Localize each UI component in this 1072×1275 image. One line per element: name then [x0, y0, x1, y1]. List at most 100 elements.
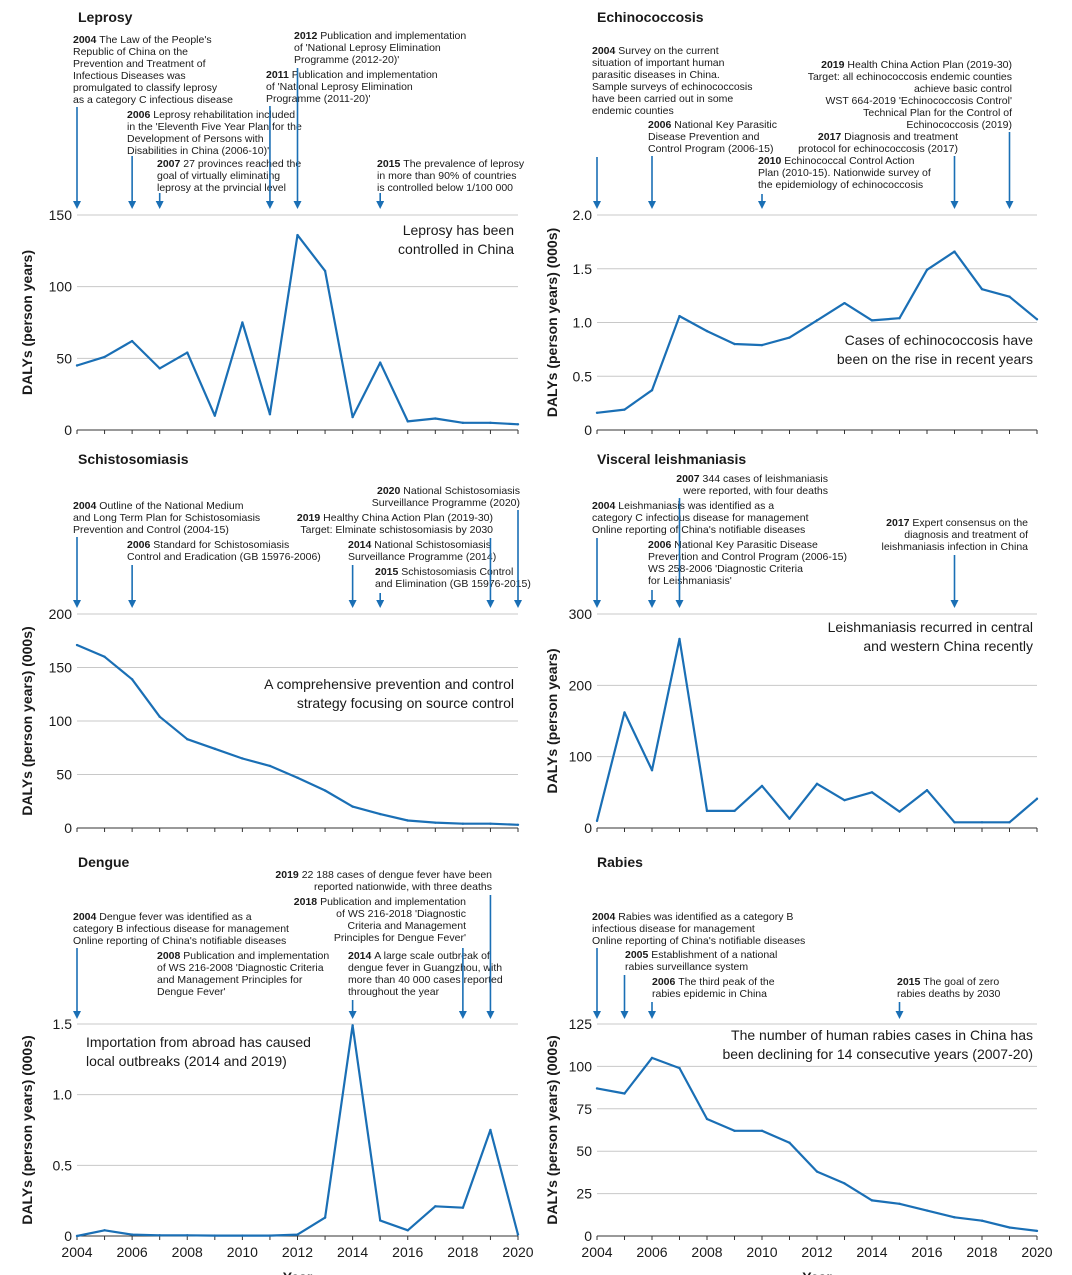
event-text: WS 258-2006 'Diagnostic Criteria	[648, 563, 803, 575]
data-point	[241, 757, 244, 760]
event-text: infectious disease for management	[592, 923, 755, 935]
event-text: Online reporting of China's notifiable d…	[592, 524, 805, 536]
data-point	[434, 417, 437, 420]
data-point	[406, 1229, 409, 1232]
data-point	[788, 817, 791, 820]
data-point	[461, 1206, 465, 1209]
x-tick-label: 2008	[172, 1244, 203, 1260]
chart-title: Rabies	[597, 854, 643, 870]
data-point	[75, 364, 79, 367]
y-axis-label: DALYs (person years) (000s)	[19, 1035, 35, 1224]
event-text: 2006 National Key Parasitic Disease	[648, 539, 818, 551]
x-tick-label: 2020	[502, 1244, 533, 1260]
y-tick-label: 2.0	[573, 207, 593, 223]
data-point	[103, 655, 106, 658]
x-tick-label: 2006	[117, 1244, 148, 1260]
x-tick-label: 2004	[581, 1244, 612, 1260]
event-text: 2019 Healthy China Action Plan (2019-30)	[297, 512, 493, 524]
data-point	[733, 342, 736, 346]
event-text: 2004 Survey on the current	[592, 45, 719, 57]
x-tick-label: 2018	[447, 1244, 478, 1260]
chart-panel-leprosy: Leprosy 0 50 100 150 DALYs (person years) Lepr…	[19, 9, 525, 438]
data-point	[130, 339, 134, 343]
event-text: were reported, with four deaths	[682, 485, 828, 497]
series-line	[76, 234, 519, 426]
data-point	[870, 1199, 874, 1202]
chart-annotation: controlled in China	[398, 241, 514, 257]
event-text: 2006 Standard for Schistosomiasis	[127, 539, 289, 551]
event-text: Republic of China on the	[73, 46, 188, 58]
event-text: situation of important human	[592, 57, 725, 69]
chart-title: Schistosomiasis	[78, 451, 189, 467]
event-text: 2004 Rabies was identified as a category…	[592, 911, 793, 923]
event-text: 2018 Publication and implementation	[294, 896, 466, 908]
event-text: 2019 22 188 cases of dengue fever have b…	[275, 869, 492, 881]
chart-title: Dengue	[78, 854, 130, 870]
data-point	[843, 798, 846, 802]
event-text: 2017 Diagnosis and treatment	[818, 131, 958, 143]
event-text: in more than 90% of countries	[377, 170, 517, 182]
y-tick-label: 0.5	[53, 1157, 73, 1173]
chart-panel-dengue: Dengue 0 0.5 1.0 1.5 2004 2006 2008 2010 2012 2014…	[19, 854, 534, 1275]
chart-panel-schistosomiasis: Schistosomiasis 0 50 100 150 200 DALYs (person…	[19, 451, 531, 836]
x-tick-label: 2018	[966, 1244, 997, 1260]
event-text: Target: all echinococcosis endemic count…	[808, 71, 1012, 83]
event-text: 2010 Echinococcal Control Action	[758, 155, 915, 167]
data-point	[489, 1128, 492, 1132]
event-text: leishmaniasis infection in China	[882, 541, 1029, 553]
data-point	[650, 769, 654, 772]
y-tick-label: 150	[49, 660, 73, 676]
data-point	[323, 1216, 327, 1219]
series-line	[76, 643, 519, 826]
y-tick-label: 25	[576, 1186, 592, 1202]
event-text: Prevention and Treatment of	[73, 58, 206, 70]
data-point	[980, 287, 984, 291]
y-tick-label: 100	[569, 1058, 593, 1074]
event-text: Prevention and Control Program (2006-15)	[648, 551, 847, 563]
event-text: parasitic diseases in China.	[592, 69, 720, 81]
data-point	[678, 637, 681, 641]
event-text: Target: Elminate schistosomiasis by 2030	[300, 524, 493, 536]
event-text: 2007 344 cases of leishmaniasis	[676, 473, 828, 485]
data-point	[186, 351, 189, 354]
data-point	[925, 1209, 929, 1212]
event-text: achieve basic control	[914, 83, 1012, 95]
event-text: Surveillance Programme (2020)	[372, 497, 520, 509]
event-text: 2020 National Schistosomiasis	[377, 485, 520, 497]
data-point	[760, 343, 764, 347]
data-point	[623, 711, 626, 714]
event-text: the epidemiology of echinococcosis	[758, 179, 923, 191]
event-text: diagnosis and treatment of	[904, 529, 1028, 541]
data-point	[489, 822, 492, 825]
chart-annotation: been on the rise in recent years	[837, 351, 1033, 367]
y-axis-label: DALYs (person years)	[544, 649, 560, 794]
y-tick-label: 200	[569, 677, 593, 693]
y-tick-label: 100	[49, 279, 73, 295]
y-tick-label: 50	[56, 767, 72, 783]
data-point	[268, 1234, 272, 1237]
event-text: Principles for Dengue Fever'	[334, 932, 466, 944]
event-text: dengue fever in Guangzhou, with	[348, 962, 502, 974]
data-point	[843, 1182, 846, 1185]
y-tick-label: 1.5	[53, 1016, 73, 1032]
event-text: of 'National Leprosy Elimination	[294, 42, 441, 54]
data-point	[1035, 797, 1039, 800]
y-tick-label: 100	[569, 749, 593, 765]
x-tick-label: 2014	[337, 1244, 368, 1260]
chart-annotation: Leishmaniasis recurred in central	[828, 619, 1033, 635]
event-text: 2014 A large scale outbreak of	[348, 950, 490, 962]
event-text: Technical Plan for the Control of	[863, 107, 1012, 119]
event-text: Echinococcosis (2019)	[906, 119, 1012, 131]
data-point	[788, 336, 791, 339]
event-text: 2004 The Law of the People's	[73, 34, 212, 46]
event-text: Infectious Diseases was	[73, 70, 186, 82]
data-point	[516, 823, 520, 826]
event-text: WST 664-2019 'Echinococcosis Control'	[826, 95, 1013, 107]
chart-title: Visceral leishmaniasis	[597, 451, 746, 467]
data-point	[213, 1234, 217, 1237]
data-point	[378, 812, 382, 816]
data-point	[870, 319, 874, 322]
data-point	[351, 415, 354, 419]
event-text: 2004 Leishmaniasis was identified as a	[592, 500, 774, 512]
data-point	[1035, 318, 1039, 321]
